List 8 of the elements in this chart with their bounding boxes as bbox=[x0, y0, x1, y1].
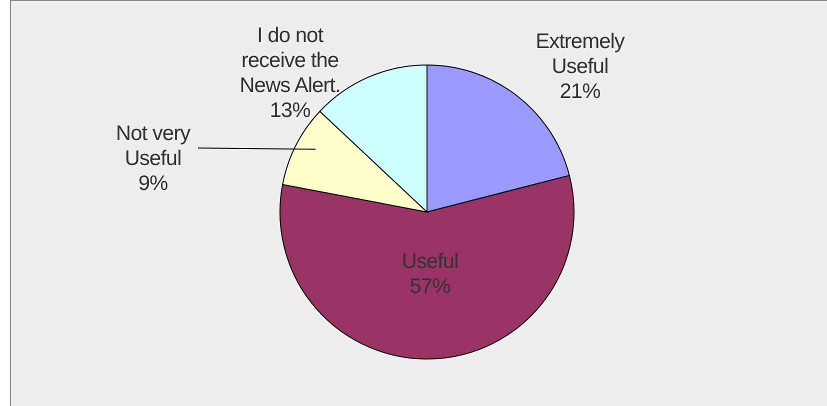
data-label: 21% bbox=[560, 80, 600, 103]
slice-label: Useful bbox=[402, 250, 458, 273]
data-label: 57% bbox=[410, 275, 450, 298]
data-label: 9% bbox=[138, 172, 168, 195]
slice-label: I do not receive the News Alert. bbox=[240, 24, 340, 97]
data-label: 13% bbox=[270, 99, 310, 122]
slice-label: Extremely Useful bbox=[536, 30, 626, 78]
slice-label: Not very Useful bbox=[116, 122, 192, 170]
